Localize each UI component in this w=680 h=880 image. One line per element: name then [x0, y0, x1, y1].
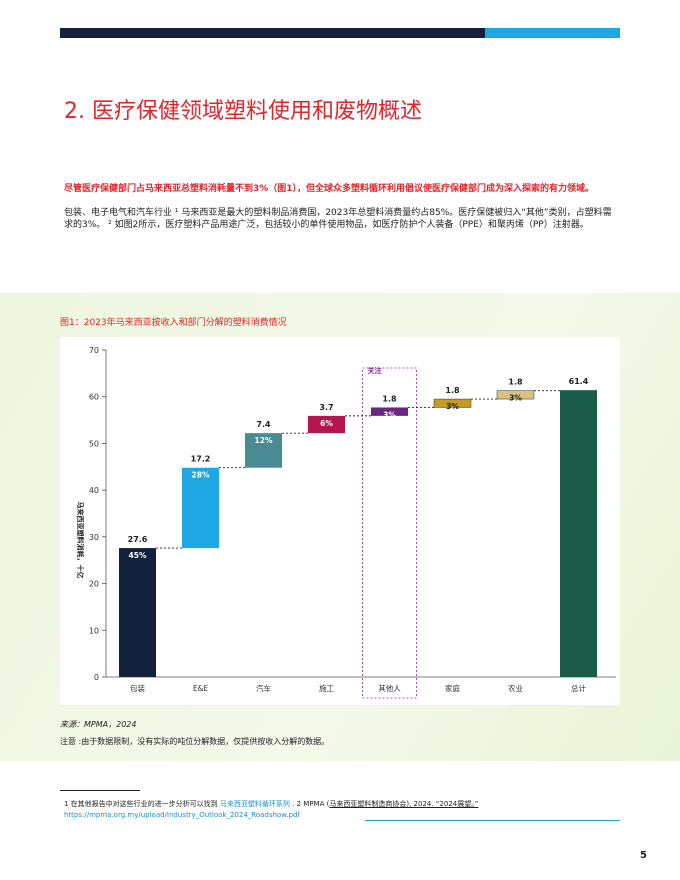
footnote-rule [60, 790, 140, 791]
x-tick-label: 家庭 [445, 683, 460, 693]
bar [245, 433, 282, 468]
page-number: 5 [640, 850, 647, 861]
y-axis-label: 马来西亚塑料消耗，十亿 [76, 502, 85, 579]
value-label: 1.8 [445, 386, 460, 395]
footnote-link[interactable]: 马来西亚塑料循环系列 [219, 800, 290, 808]
y-tick-label: 30 [89, 533, 99, 542]
segment-label: 28% [192, 471, 210, 480]
lead: 尽管医疗保健部门占马来西亚总塑料消耗量不到3%（图1），但全球众多塑料循环利用倡… [64, 184, 595, 194]
segment-label: 45% [129, 551, 147, 560]
footnote-link[interactable]: 马来西亚塑料制造商协会), 2024. “2024展望。” [329, 800, 479, 808]
y-tick-label: 70 [89, 346, 99, 355]
footnote-text: 1 在其他报告中对这些行业的进一步分析可以找到 [64, 800, 218, 808]
bar [433, 398, 472, 408]
segment-label: 3% [446, 402, 459, 411]
figure-caption: 图1：2023年马来西亚按收入和部门分解的塑料消费情况 [60, 318, 287, 328]
x-tick-label: 汽车 [256, 683, 271, 693]
body-text: 包装、电子电气和汽车行业 ¹ 马来西亚是最大的塑料制品消费国，2023年总塑料消… [64, 208, 612, 230]
x-tick-label: 总计 [571, 683, 586, 693]
y-tick-label: 60 [89, 393, 99, 402]
note: 注意 :由于数据限制，没有实际的吨位分解数据，仅提供按收入分解的数据。 [60, 737, 330, 746]
segment-label: 3% [509, 394, 522, 403]
top-bar-accent [485, 28, 620, 38]
value-label: 27.6 [128, 535, 148, 544]
value-label: 3.7 [319, 403, 333, 412]
y-tick-label: 50 [89, 439, 99, 448]
y-tick-label: 20 [89, 580, 99, 589]
value-label: 17.2 [191, 455, 211, 464]
x-tick-label: 施工 [319, 683, 334, 693]
x-tick-label: E&E [193, 684, 209, 693]
value-label: 1.8 [508, 378, 523, 387]
footnote: 1 在其他报告中对这些行业的进一步分析可以找到 马来西亚塑料循环系列 . 2 M… [64, 799, 620, 821]
x-tick-label: 包装 [130, 683, 145, 693]
segment-label: 12% [255, 436, 273, 445]
bar [496, 390, 535, 400]
footnote-underline [365, 820, 620, 821]
value-label: 7.4 [256, 420, 271, 429]
segment-label: 6% [320, 419, 333, 428]
footnote-url[interactable]: https://mpma.org.my/upload/Industry_Outl… [64, 811, 300, 819]
y-tick-label: 10 [89, 626, 99, 635]
footnote-text: . 2 MPMA ( [292, 800, 330, 808]
y-tick-label: 40 [89, 486, 99, 495]
y-tick-label: 0 [94, 673, 99, 682]
bar [560, 390, 597, 677]
x-tick-label: 其他人 [378, 683, 401, 693]
bar [119, 548, 156, 677]
title: 2. 医疗保健领域塑料使用和废物概述 [64, 99, 422, 124]
x-tick-label: 农业 [508, 683, 523, 693]
bar [371, 407, 408, 416]
source: 来源：MPMA，2024 [60, 720, 137, 729]
bar [182, 467, 219, 549]
top-bar [60, 28, 485, 38]
chart: 0 10 20 30 40 50 60 70 马来西亚塑料消耗，十亿 关注 27.6 45% 包装 17.… [60, 337, 620, 705]
bar [308, 415, 345, 434]
annotation: 关注 [368, 366, 382, 375]
segment-label: 3% [383, 410, 396, 419]
value-label: 1.8 [382, 394, 397, 403]
value-label: 61.4 [569, 377, 589, 386]
